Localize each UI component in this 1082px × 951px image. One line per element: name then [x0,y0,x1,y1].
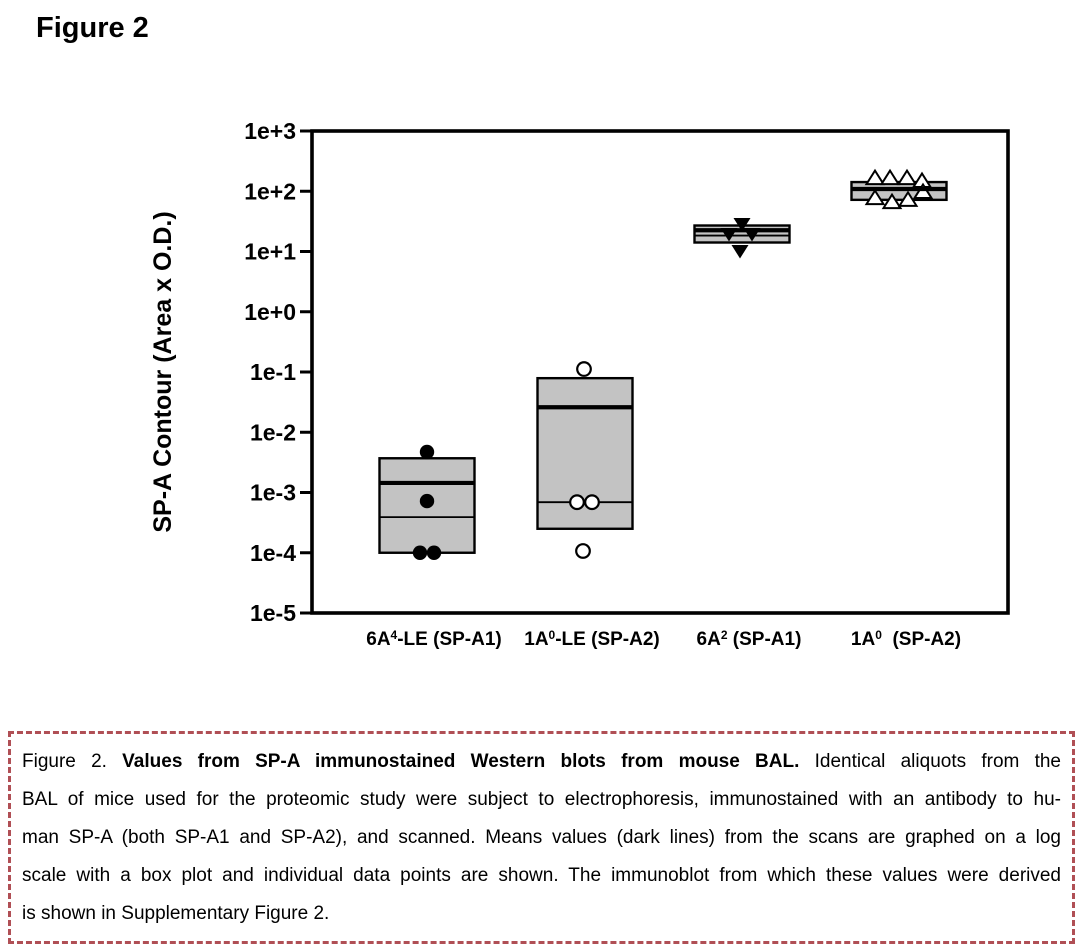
caption-line: scale with a box plot and individual dat… [22,857,1061,895]
caption-text: Identical aliquots from the [799,751,1061,772]
data-point-marker [426,545,442,560]
x-label-text: -LE (SP-A2) [555,629,660,650]
data-point-marker [881,192,903,210]
data-point-marker [864,168,886,186]
y-axis-tick-label: 1e+3 [244,118,296,144]
caption-text: BAL of mice used for the proteomic study… [22,789,1061,810]
data-point-marker [412,545,428,560]
data-point-marker [419,493,435,509]
x-label-text: 1A [524,629,549,650]
x-label-text: (SP-A1) [727,629,802,650]
data-point-marker [879,168,901,186]
caption-line: is shown in Supplementary Figure 2. [22,895,1061,933]
figure-title: Figure 2 [36,12,149,44]
x-label-superscript: 0 [875,628,882,642]
data-point-marker [576,361,592,377]
y-axis-tick-label: 1e-1 [250,359,296,385]
data-point-marker [912,182,934,200]
x-axis-category-label: 6A2 (SP-A1) [629,628,869,651]
data-point-marker [419,444,435,460]
caption-text: scale with a box plot and individual dat… [22,865,1061,886]
data-point-marker [897,190,919,207]
y-axis-title: SP-A Contour (Area x O.D.) [149,211,177,532]
y-axis-tick-label: 1e+0 [244,299,296,325]
data-point-marker [569,494,585,511]
caption-box: Figure 2. Values from SP-A immunostained… [8,731,1075,944]
box-rect [536,376,634,530]
data-point-marker [733,218,751,232]
data-point-marker [584,494,600,511]
box-plot-group-4 [850,168,948,210]
data-point-marker [896,168,918,186]
y-axis-tick-label: 1e-5 [250,600,296,626]
data-point-marker [864,188,886,206]
box-plot-chart: 1e+3 1e+2 1e+1 1e+0 1e-1 1e-2 1e-3 1e-4 1e-5 SP-A… [149,118,1026,651]
y-axis-tick-label: 1e+2 [244,178,296,204]
x-label-text: 6A [366,629,391,650]
x-label-text: 6A [696,629,721,650]
box-plot-group-3 [693,218,791,259]
x-label-superscript: 4 [390,628,398,642]
x-label-superscript: 2 [720,628,728,642]
plot-svg: 1e+3 1e+2 1e+1 1e+0 1e-1 1e-2 1e-3 1e-4 1e-5 SP-A… [149,118,1010,626]
x-label-superscript: 0 [548,628,556,642]
box-plot-group-1 [378,444,476,560]
y-axis-tick-label: 1e+1 [244,239,296,265]
x-axis-category-label: 6A4-LE (SP-A1) [314,628,554,651]
caption-text: Figure 2. [22,751,123,772]
caption-text: man SP-A (both SP-A1 and SP-A2), and sca… [22,827,1061,848]
x-label-text: 1A [850,629,876,650]
y-axis-tick-label: 1e-3 [250,480,296,506]
caption-line: man SP-A (both SP-A1 and SP-A2), and sca… [22,819,1061,857]
caption-text: is shown in Supplementary Figure 2. [22,903,330,924]
box-plot-group-2 [536,361,634,559]
x-label-text: -LE (SP-A1) [397,629,502,650]
caption-line: Figure 2. Values from SP-A immunostained… [22,743,1061,781]
caption-bold-text: Values from SP-A immunostained Western b… [122,751,800,772]
x-axis-category-label: 1A0-LE (SP-A2) [472,628,712,651]
y-axis-tick-label: 1e-4 [250,540,296,566]
data-point-marker [731,244,749,259]
x-label-text: (SP-A2) [881,629,962,650]
data-point-marker [575,543,591,559]
x-axis-category-label: 1A0 (SP-A2) [786,628,1026,651]
caption-line: BAL of mice used for the proteomic study… [22,781,1061,819]
y-axis-tick-label: 1e-2 [250,419,296,445]
